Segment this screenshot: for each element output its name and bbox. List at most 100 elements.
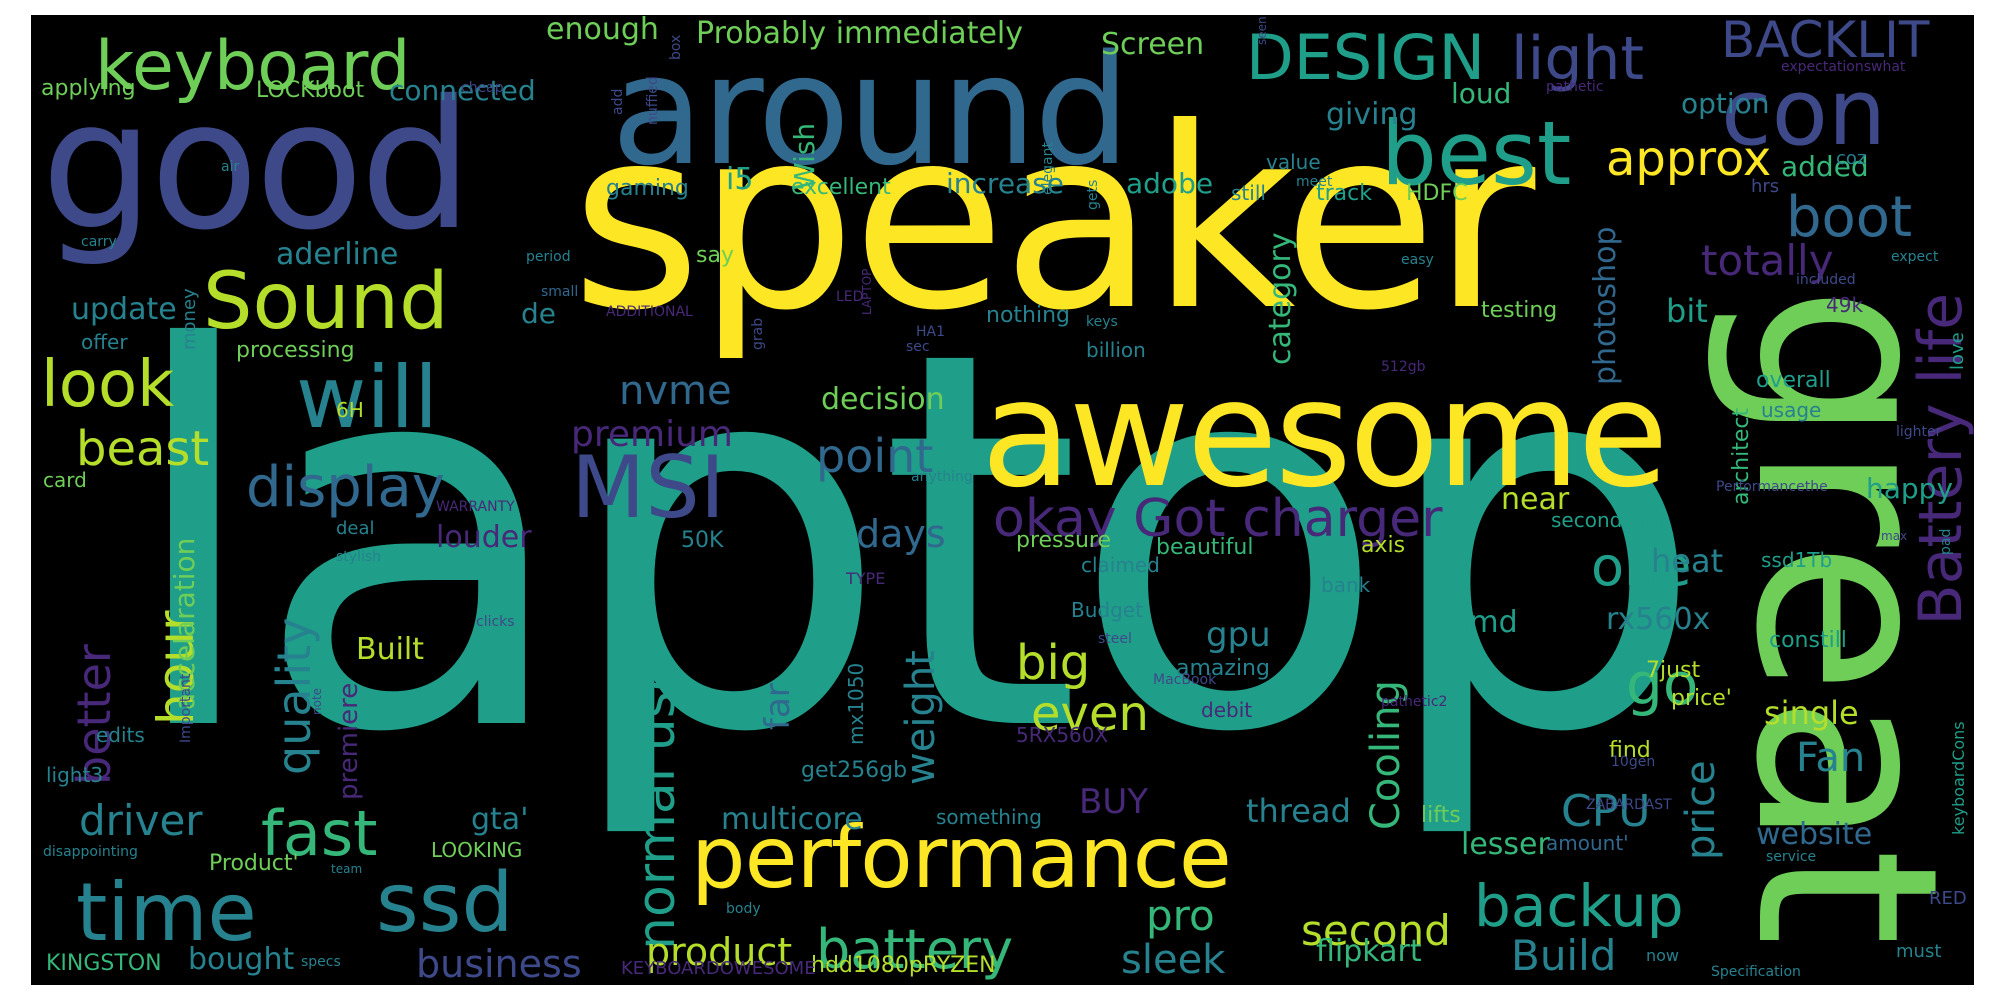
word: expect bbox=[1891, 249, 1939, 265]
word: TYPE bbox=[846, 569, 886, 588]
word: elegant bbox=[1040, 142, 1056, 195]
word: boot bbox=[1786, 185, 1913, 250]
word: Sound bbox=[203, 257, 449, 347]
word: de bbox=[521, 297, 556, 330]
word: stylish bbox=[336, 549, 382, 565]
word: specs bbox=[301, 954, 341, 970]
word: claimed bbox=[1081, 553, 1160, 577]
word: normal use bbox=[627, 659, 687, 950]
word: constill bbox=[1769, 628, 1847, 653]
word: offer bbox=[81, 330, 128, 354]
word: ZABARDAST bbox=[1586, 797, 1672, 813]
word: nvme bbox=[619, 368, 732, 414]
word: con bbox=[1721, 59, 1887, 166]
word: Screen bbox=[1101, 27, 1205, 62]
word: light3 bbox=[46, 763, 104, 787]
word: added bbox=[1781, 150, 1869, 183]
word: decision bbox=[821, 382, 945, 417]
word: clicks bbox=[476, 614, 515, 630]
word: Probably immediately bbox=[696, 16, 1023, 51]
word: product bbox=[646, 930, 793, 974]
word: hrs bbox=[1751, 176, 1780, 197]
word: expectationswhat bbox=[1781, 59, 1906, 75]
word: anything bbox=[911, 469, 973, 485]
word: must bbox=[1896, 941, 1942, 962]
word: good bbox=[41, 62, 473, 269]
word: sleek bbox=[1121, 937, 1226, 983]
word: seen bbox=[1255, 16, 1269, 45]
word: air bbox=[221, 159, 240, 175]
word: louder bbox=[436, 520, 532, 555]
word: keyboard bbox=[95, 27, 411, 106]
word: axis bbox=[1361, 533, 1406, 558]
word: hdd1080pRYZEN bbox=[811, 953, 996, 978]
word: awesome bbox=[981, 348, 1669, 520]
word: premium bbox=[571, 414, 733, 455]
word: far bbox=[758, 683, 798, 730]
word: amd bbox=[1451, 605, 1518, 640]
word: i5 bbox=[726, 162, 754, 197]
word: business bbox=[416, 942, 582, 985]
word: laptop bbox=[121, 240, 1706, 846]
word: bought bbox=[188, 942, 295, 977]
word: note bbox=[310, 687, 324, 715]
word: update bbox=[71, 292, 177, 327]
word: team bbox=[331, 862, 363, 876]
word: HDFC bbox=[1406, 181, 1468, 206]
word: gta' bbox=[471, 802, 529, 837]
word: small bbox=[541, 284, 579, 300]
word: fast bbox=[261, 797, 378, 870]
word: Performancethe bbox=[1716, 479, 1828, 495]
word: CPU bbox=[1561, 786, 1651, 837]
word: lesser bbox=[1461, 827, 1550, 862]
word: big bbox=[1016, 635, 1091, 691]
word: RED bbox=[1929, 888, 1967, 909]
word: beautiful bbox=[1156, 535, 1254, 560]
word: amazing bbox=[1176, 656, 1270, 681]
word: nuffied bbox=[645, 76, 661, 125]
word: performance bbox=[691, 808, 1232, 908]
word: ssd bbox=[376, 856, 514, 951]
word: aderline bbox=[276, 237, 399, 272]
word: Built bbox=[356, 632, 425, 667]
word: say bbox=[696, 243, 734, 268]
word: loud bbox=[1451, 77, 1512, 110]
word: gpu bbox=[1206, 615, 1271, 655]
word: money bbox=[179, 288, 200, 350]
word: happy bbox=[1866, 472, 1954, 505]
word: disappointing bbox=[43, 844, 138, 860]
word: meet bbox=[1296, 174, 1333, 190]
word: now bbox=[1646, 946, 1680, 965]
word: thread bbox=[1246, 792, 1351, 830]
word: Fan bbox=[1796, 735, 1866, 781]
word: pressure bbox=[1016, 528, 1112, 553]
word: 7just bbox=[1646, 658, 1701, 683]
word: Budget bbox=[1071, 598, 1143, 622]
word: LOCKboot bbox=[256, 78, 365, 103]
word: nothing bbox=[986, 303, 1070, 328]
word: beast bbox=[76, 421, 210, 477]
word: overall bbox=[1756, 368, 1831, 393]
word: Specification bbox=[1711, 964, 1801, 980]
word: 512gb bbox=[1381, 359, 1426, 375]
word: photoshop bbox=[1588, 226, 1623, 385]
word: something bbox=[936, 805, 1042, 829]
word: pathetic2 bbox=[1381, 694, 1448, 710]
word: heat bbox=[1651, 542, 1724, 580]
word: find bbox=[1609, 738, 1651, 763]
word: ssd1Tb bbox=[1761, 548, 1833, 572]
word: 50K bbox=[681, 528, 724, 553]
word: carry bbox=[81, 234, 117, 250]
word: option bbox=[1681, 87, 1770, 120]
word: giving bbox=[1326, 97, 1418, 132]
word: connected bbox=[389, 74, 536, 107]
word: keyboardCons bbox=[1949, 721, 1968, 835]
word: backup bbox=[1474, 872, 1684, 940]
word: even bbox=[1031, 686, 1149, 742]
word: Product' bbox=[209, 851, 299, 876]
word: grab bbox=[750, 317, 766, 350]
word: sec bbox=[906, 339, 930, 355]
word: billion bbox=[1086, 338, 1146, 362]
word: period bbox=[526, 249, 571, 265]
word: cheap bbox=[461, 80, 504, 96]
